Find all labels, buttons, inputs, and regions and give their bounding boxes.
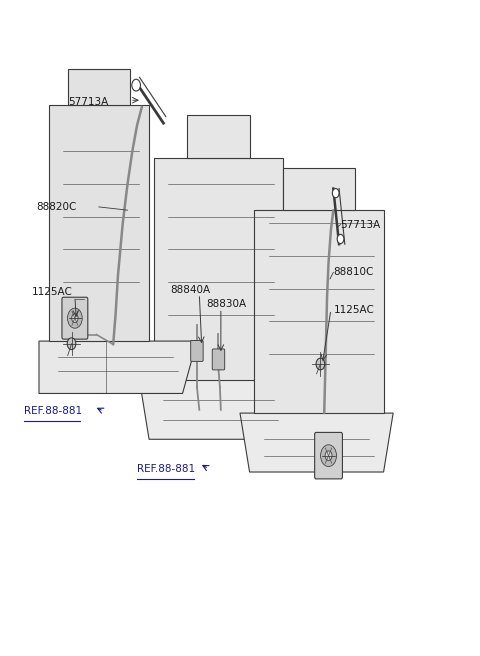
Circle shape <box>337 234 344 243</box>
Text: 88810C: 88810C <box>333 268 374 277</box>
Text: 88820C: 88820C <box>36 202 77 212</box>
Text: REF.88-881: REF.88-881 <box>137 464 195 474</box>
Text: 57713A: 57713A <box>340 220 381 230</box>
Circle shape <box>132 79 141 91</box>
Circle shape <box>332 188 339 197</box>
Text: 57713A: 57713A <box>68 97 108 107</box>
Circle shape <box>325 451 332 461</box>
FancyBboxPatch shape <box>191 340 203 361</box>
Circle shape <box>72 314 78 323</box>
FancyBboxPatch shape <box>62 297 88 339</box>
Circle shape <box>68 308 82 328</box>
Polygon shape <box>254 210 384 413</box>
Text: REF.88-881: REF.88-881 <box>24 406 82 416</box>
Polygon shape <box>154 158 283 380</box>
Polygon shape <box>187 115 250 158</box>
Polygon shape <box>39 341 197 394</box>
Polygon shape <box>68 70 130 106</box>
Text: 88840A: 88840A <box>170 285 211 295</box>
Circle shape <box>321 445 336 466</box>
Circle shape <box>316 358 324 370</box>
Polygon shape <box>240 413 393 472</box>
FancyBboxPatch shape <box>315 432 342 479</box>
Polygon shape <box>48 106 149 341</box>
Polygon shape <box>140 380 298 440</box>
Text: 1125AC: 1125AC <box>32 287 72 297</box>
Circle shape <box>67 338 76 350</box>
Polygon shape <box>283 168 355 210</box>
FancyBboxPatch shape <box>212 349 225 370</box>
Text: 1125AC: 1125AC <box>333 304 374 315</box>
Text: 88830A: 88830A <box>206 299 247 310</box>
